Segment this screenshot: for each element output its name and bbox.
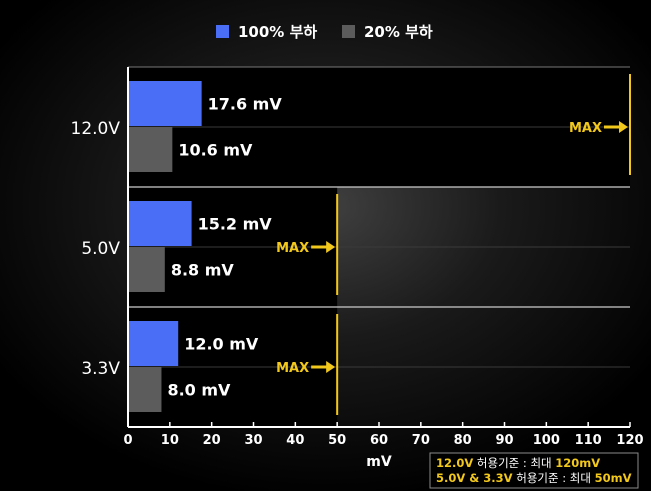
bar-20-load bbox=[129, 367, 162, 412]
bar-value-label: 10.6 mV bbox=[178, 141, 253, 160]
bar-100-load bbox=[129, 321, 179, 366]
note-prefix: 12.0V bbox=[436, 456, 473, 470]
category-label: 12.0V bbox=[71, 119, 121, 139]
category-label: 5.0V bbox=[81, 239, 120, 259]
bar-value-label: 12.0 mV bbox=[184, 335, 259, 354]
x-axis-label: mV bbox=[366, 454, 392, 470]
x-tick-label: 100 bbox=[533, 433, 560, 448]
x-tick-label: 50 bbox=[328, 433, 346, 448]
max-arrow-head bbox=[326, 361, 336, 373]
x-tick-label: 80 bbox=[454, 433, 472, 448]
max-label: MAX bbox=[276, 361, 309, 376]
bar-100-load bbox=[129, 201, 192, 246]
max-arrow-head bbox=[619, 121, 628, 133]
bar-20-load bbox=[129, 127, 173, 172]
legend-swatch-100-load bbox=[216, 25, 229, 38]
legend-label: 20% 부하 bbox=[364, 23, 433, 41]
legend-swatch-20-load bbox=[342, 25, 355, 38]
note-value: 120mV bbox=[555, 456, 600, 470]
tolerance-note-box bbox=[429, 452, 639, 489]
x-tick-label: 110 bbox=[575, 433, 602, 448]
x-tick-label: 0 bbox=[123, 433, 132, 448]
x-tick-label: 40 bbox=[286, 433, 304, 448]
bar-20-load bbox=[129, 247, 165, 292]
tolerance-note-line: 12.0V 허용기준 : 최대 120mV bbox=[436, 456, 600, 470]
x-tick-label: 70 bbox=[412, 433, 430, 448]
max-label: MAX bbox=[569, 121, 602, 136]
max-label: MAX bbox=[276, 241, 309, 256]
bar-value-label: 8.0 mV bbox=[167, 381, 231, 400]
note-value: 50mV bbox=[595, 471, 632, 485]
bar-100-load bbox=[129, 81, 202, 126]
note-middle: 허용기준 : 최대 bbox=[513, 471, 595, 485]
category-label: 3.3V bbox=[81, 359, 120, 379]
note-prefix: 5.0V & 3.3V bbox=[436, 471, 513, 485]
x-tick-label: 10 bbox=[161, 433, 179, 448]
bar-value-label: 17.6 mV bbox=[208, 95, 283, 114]
x-tick-label: 30 bbox=[244, 433, 262, 448]
bar-value-label: 8.8 mV bbox=[171, 261, 235, 280]
x-tick-label: 90 bbox=[495, 433, 513, 448]
legend-label: 100% 부하 bbox=[238, 23, 317, 41]
note-middle: 허용기준 : 최대 bbox=[473, 456, 555, 470]
x-tick-label: 120 bbox=[616, 433, 643, 448]
bar-value-label: 15.2 mV bbox=[198, 215, 273, 234]
x-tick-label: 60 bbox=[370, 433, 388, 448]
tolerance-note-line: 5.0V & 3.3V 허용기준 : 최대 50mV bbox=[436, 471, 632, 485]
max-arrow-head bbox=[326, 241, 336, 253]
x-tick-label: 20 bbox=[203, 433, 221, 448]
